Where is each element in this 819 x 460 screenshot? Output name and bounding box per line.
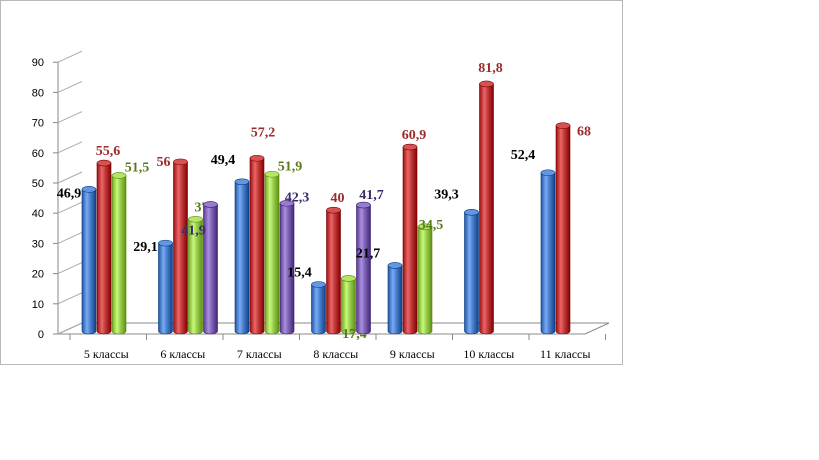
bar (249, 157, 265, 335)
bar-cap (279, 199, 295, 207)
data-label: 15,4 (287, 265, 312, 280)
bar (158, 242, 173, 335)
y-wall-line (57, 80, 83, 93)
bar (188, 218, 203, 335)
y-tick-label: 60 (32, 148, 44, 160)
y-wall-line (57, 292, 83, 305)
bar-cap (417, 223, 433, 231)
data-label: 21,7 (356, 246, 381, 261)
data-label: 39,3 (434, 187, 459, 202)
x-tick-label: 8 классы (313, 347, 358, 361)
x-tick-label: 9 классы (390, 347, 435, 361)
bar (464, 212, 479, 335)
y-tick-label: 90 (32, 57, 44, 69)
bar-cap (203, 201, 218, 208)
data-label: 57,2 (251, 125, 276, 140)
x-tick-label: 7 классы (237, 347, 282, 361)
y-wall-line (57, 141, 83, 154)
data-label: 41,7 (359, 188, 384, 203)
bar (356, 204, 371, 335)
bar (111, 175, 127, 335)
bar (341, 278, 356, 335)
data-label: 42,3 (285, 190, 310, 205)
data-label: 60,9 (402, 128, 427, 143)
data-label: 41,9 (181, 223, 206, 238)
data-label: 52,4 (511, 148, 536, 163)
y-tick-label: 40 (32, 208, 44, 220)
data-label: 34,5 (419, 218, 444, 233)
bar (326, 209, 341, 335)
data-label: 55,6 (96, 144, 121, 159)
data-label: 40 (331, 191, 345, 206)
bar (264, 173, 280, 335)
x-tick-label: 5 классы (84, 347, 129, 361)
bar-cap (158, 239, 173, 247)
data-label: 68 (577, 125, 591, 140)
bar-cap (356, 201, 371, 209)
bar (81, 189, 97, 335)
y-tick-label: 80 (32, 87, 44, 99)
bar (402, 146, 418, 335)
bar-cap (249, 154, 265, 162)
data-label: 56 (157, 155, 171, 170)
data-label: 81,8 (478, 61, 503, 76)
data-label: 49,4 (211, 153, 236, 168)
bar-cap (540, 169, 556, 177)
bar-cap (81, 186, 97, 193)
x-tick-label: 11 классы (540, 347, 590, 361)
bar-cap (479, 80, 494, 88)
bar-cap (326, 206, 341, 214)
y-wall-line (57, 171, 83, 184)
bar-cap (188, 215, 203, 223)
bar-cap (402, 143, 418, 151)
bar-cap (111, 172, 127, 179)
y-tick-label: 0 (38, 329, 44, 341)
y-tick-label: 20 (32, 269, 44, 281)
y-wall-line (57, 231, 83, 244)
y-tick-label: 50 (32, 178, 44, 190)
y-wall-line (57, 262, 83, 275)
bar (311, 284, 326, 335)
y-wall-line (57, 50, 83, 63)
bar (555, 125, 571, 335)
x-tick-label: 10 классы (463, 347, 514, 361)
y-wall-line (57, 111, 83, 124)
x-tick-label: 6 классы (160, 347, 205, 361)
bar (96, 162, 112, 335)
bar (279, 202, 295, 335)
y-wall-line (57, 322, 83, 335)
bar-cap (387, 262, 403, 269)
data-label: 51,5 (125, 160, 150, 175)
y-tick-label: 30 (32, 238, 44, 250)
bar (479, 83, 494, 335)
bar-cap (173, 158, 188, 166)
bar-cap (555, 122, 571, 129)
y-tick-label: 10 (32, 299, 44, 311)
data-label: 29,1 (133, 240, 158, 255)
bar-cap (234, 178, 250, 186)
bar-cap (264, 170, 280, 178)
bar-cap (96, 159, 112, 167)
bar (234, 181, 250, 335)
bar (173, 161, 188, 335)
bar (540, 172, 556, 335)
bar-cap (311, 281, 326, 288)
data-label: 46,9 (57, 186, 82, 201)
bar (387, 265, 403, 335)
data-label: 51,9 (278, 159, 303, 174)
y-wall-line (57, 201, 83, 214)
bar (203, 204, 218, 335)
bar-cap (464, 209, 479, 216)
bar (417, 226, 433, 335)
bar-cap (341, 275, 356, 282)
y-tick-label: 70 (32, 118, 44, 130)
